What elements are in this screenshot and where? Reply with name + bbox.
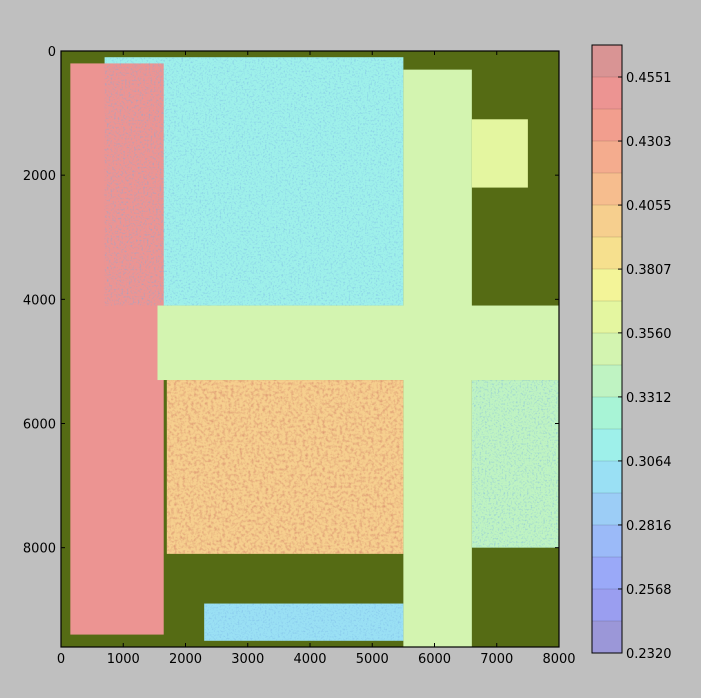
heatmap-speckle — [166, 380, 404, 554]
colorbar-segment — [592, 77, 622, 109]
colorbar-segment — [592, 557, 622, 589]
heatmap-plot-area — [61, 51, 559, 647]
colorbar-segment — [592, 429, 622, 461]
colorbar-tick-label: 0.3807 — [626, 263, 672, 278]
x-tick-label: 2000 — [169, 652, 202, 667]
x-tick-label: 3000 — [231, 652, 264, 667]
colorbar-tick-label: 0.2568 — [626, 583, 672, 598]
heatmap-region — [157, 305, 559, 381]
colorbar-segment — [592, 461, 622, 493]
y-tick-label: 6000 — [23, 418, 56, 433]
colorbar-tick-label: 0.3560 — [626, 327, 672, 342]
heatmap-region — [403, 69, 472, 647]
colorbar-segment — [592, 525, 622, 557]
heatmap-speckle — [471, 380, 559, 548]
y-axis: 0 2000 4000 6000 8000 — [23, 45, 559, 557]
heatmap-region — [471, 119, 528, 188]
x-tick-label: 0 — [57, 652, 65, 667]
colorbar-segment — [592, 397, 622, 429]
colorbar-tick-label: 0.3064 — [626, 455, 672, 470]
colorbar-segment — [592, 589, 622, 621]
colorbar-tick-label: 0.2816 — [626, 519, 672, 534]
colorbar-tick-label: 0.3312 — [626, 391, 672, 406]
heatmap-speckle — [104, 57, 404, 306]
x-tick-label: 6000 — [418, 652, 451, 667]
x-axis: 0 1000 2000 3000 4000 5000 6000 7000 8000 — [57, 51, 576, 667]
colorbar-segment — [592, 141, 622, 173]
colorbar: 0.4551 0.4303 0.4055 0.3807 0.3560 0.3312 0.30… — [591, 44, 672, 662]
x-tick-label: 1000 — [107, 652, 140, 667]
colorbar-segment — [592, 621, 622, 653]
heatmap-texture — [104, 57, 559, 641]
colorbar-tick-label: 0.4551 — [626, 71, 672, 86]
y-tick-label: 4000 — [23, 293, 56, 308]
colorbar-tick-label: 0.2320 — [626, 647, 672, 662]
x-tick-label: 7000 — [480, 652, 513, 667]
colorbar-segment — [592, 173, 622, 205]
x-tick-label: 8000 — [542, 652, 575, 667]
y-tick-label: 8000 — [23, 542, 56, 557]
y-tick-label: 0 — [48, 45, 56, 60]
heatmap-speckle — [204, 603, 404, 641]
colorbar-segment — [592, 109, 622, 141]
colorbar-segment — [592, 269, 622, 301]
colorbar-segment — [592, 45, 622, 77]
colorbar-segment — [592, 205, 622, 237]
colorbar-segment — [592, 493, 622, 525]
x-tick-label: 4000 — [293, 652, 326, 667]
colorbar-segment — [592, 301, 622, 333]
y-tick-label: 2000 — [23, 169, 56, 184]
colorbar-tick-label: 0.4055 — [626, 199, 672, 214]
colorbar-segment — [592, 333, 622, 365]
colorbar-tick-label: 0.4303 — [626, 135, 672, 150]
colorbar-frame — [591, 44, 623, 654]
x-tick-label: 5000 — [356, 652, 389, 667]
colorbar-segment — [592, 365, 622, 397]
colorbar-segment — [592, 237, 622, 269]
